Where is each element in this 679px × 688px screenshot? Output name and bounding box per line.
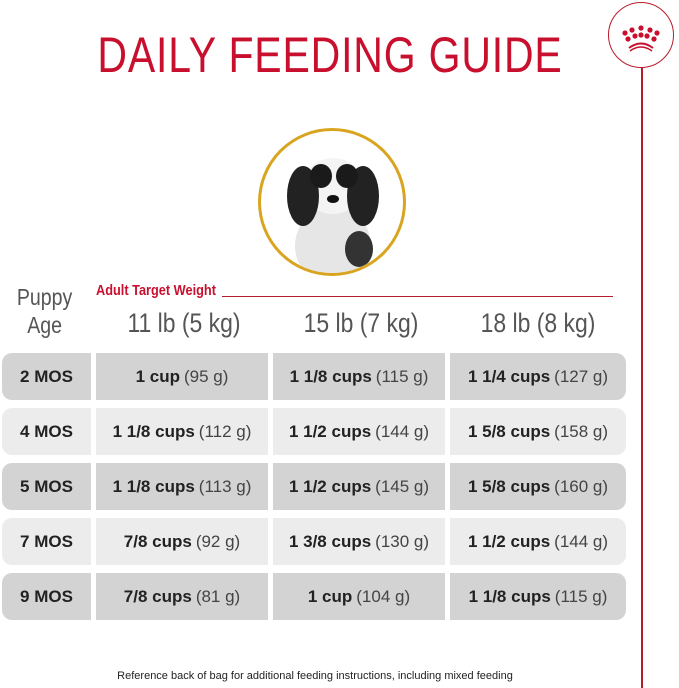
- cups-amount: 1 3/8 cups: [288, 531, 372, 551]
- weight-label: Adult Target Weight: [96, 282, 216, 299]
- grams-amount: (113 g): [198, 476, 252, 496]
- table-row: 7 MOS 7/8 cups (92 g) 1 3/8 cups (130 g) 1 1/…: [2, 518, 626, 565]
- age-cell: 5 MOS: [2, 463, 91, 510]
- feeding-cell: 1 1/8 cups (112 g): [96, 408, 268, 455]
- weight-header: 15 lb (7 kg): [303, 308, 419, 338]
- crown-logo-icon: [608, 2, 674, 68]
- grams-amount: (160 g): [554, 476, 609, 496]
- grams-amount: (115 g): [554, 586, 608, 606]
- cups-amount: 1 cup: [307, 586, 353, 606]
- cups-amount: 1 1/8 cups: [468, 586, 551, 606]
- feeding-cell: 7/8 cups (92 g): [96, 518, 268, 565]
- age-cell: 4 MOS: [2, 408, 91, 455]
- weight-header: 11 lb (5 kg): [127, 308, 241, 338]
- table-row: 2 MOS 1 cup (95 g) 1 1/8 cups (115 g) 1 1/4 c…: [2, 353, 626, 400]
- age-label: Puppy: [16, 284, 73, 310]
- cups-amount: 7/8 cups: [123, 586, 192, 606]
- feeding-cell: 1 1/8 cups (115 g): [273, 353, 445, 400]
- age-cell: 2 MOS: [2, 353, 91, 400]
- age-label: Age: [27, 312, 63, 338]
- grams-amount: (130 g): [375, 531, 430, 551]
- grams-amount: (115 g): [375, 366, 429, 386]
- table-row: 9 MOS 7/8 cups (81 g) 1 cup (104 g) 1 1/8 cup…: [2, 573, 626, 620]
- age-column-header: Puppy Age: [17, 283, 72, 339]
- cups-amount: 1 1/2 cups: [288, 476, 372, 496]
- age-cell: 9 MOS: [2, 573, 91, 620]
- grams-amount: (145 g): [375, 476, 430, 496]
- cups-amount: 1 1/8 cups: [289, 366, 372, 386]
- feeding-cell: 7/8 cups (81 g): [96, 573, 268, 620]
- page-title: DAILY FEEDING GUIDE: [97, 27, 563, 83]
- decorative-line: [641, 68, 643, 688]
- grams-amount: (81 g): [195, 586, 241, 606]
- weight-header: 18 lb (8 kg): [480, 308, 596, 338]
- table-row: 4 MOS 1 1/8 cups (112 g) 1 1/2 cups (144 g) 1…: [2, 408, 626, 455]
- grams-amount: (92 g): [195, 531, 241, 551]
- feeding-cell: 1 5/8 cups (158 g): [450, 408, 626, 455]
- puppy-image: [258, 128, 406, 276]
- cups-amount: 1 5/8 cups: [467, 421, 551, 441]
- feeding-cell: 1 3/8 cups (130 g): [273, 518, 445, 565]
- grams-amount: (112 g): [198, 421, 252, 441]
- footer-note: Reference back of bag for additional fee…: [117, 670, 513, 682]
- cups-amount: 1 cup: [135, 366, 180, 386]
- age-cell: 7 MOS: [2, 518, 91, 565]
- grams-amount: (144 g): [554, 531, 609, 551]
- grams-amount: (104 g): [356, 586, 411, 606]
- feeding-cell: 1 1/2 cups (144 g): [273, 408, 445, 455]
- feeding-cell: 1 1/2 cups (145 g): [273, 463, 445, 510]
- cups-amount: 1 1/2 cups: [467, 531, 551, 551]
- feeding-cell: 1 1/8 cups (115 g): [450, 573, 626, 620]
- cups-amount: 1 5/8 cups: [467, 476, 551, 496]
- cups-amount: 1 1/2 cups: [288, 421, 372, 441]
- table-row: 5 MOS 1 1/8 cups (113 g) 1 1/2 cups (145 g) 1…: [2, 463, 626, 510]
- grams-amount: (127 g): [554, 366, 609, 386]
- grams-amount: (144 g): [375, 421, 430, 441]
- feeding-cell: 1 1/8 cups (113 g): [96, 463, 268, 510]
- cups-amount: 1 1/8 cups: [112, 421, 195, 441]
- feeding-cell: 1 cup (95 g): [96, 353, 268, 400]
- feeding-cell: 1 1/2 cups (144 g): [450, 518, 626, 565]
- feeding-cell: 1 5/8 cups (160 g): [450, 463, 626, 510]
- grams-amount: (158 g): [554, 421, 609, 441]
- cups-amount: 1 1/4 cups: [467, 366, 551, 386]
- grams-amount: (95 g): [183, 366, 229, 386]
- divider: [222, 296, 613, 297]
- feeding-cell: 1 cup (104 g): [273, 573, 445, 620]
- cups-amount: 1 1/8 cups: [112, 476, 195, 496]
- feeding-cell: 1 1/4 cups (127 g): [450, 353, 626, 400]
- cups-amount: 7/8 cups: [123, 531, 192, 551]
